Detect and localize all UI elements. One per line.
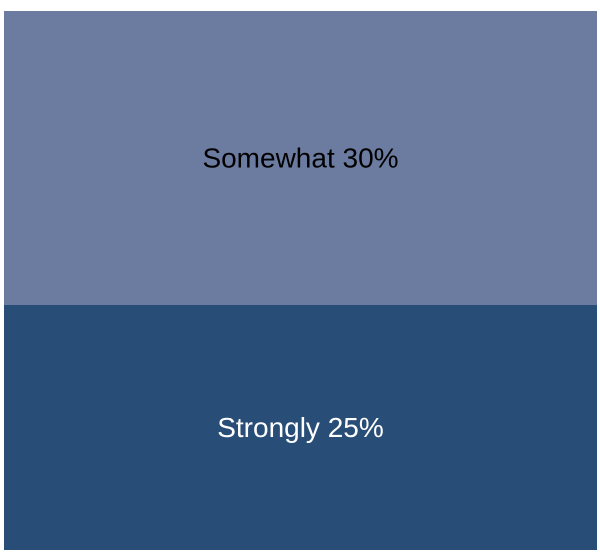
data-label-strongly: Strongly 25% (217, 412, 384, 443)
data-label-somewhat: Somewhat 30% (202, 143, 398, 174)
bar-segment-strongly (4, 305, 597, 550)
bar-segment-somewhat (4, 11, 597, 305)
